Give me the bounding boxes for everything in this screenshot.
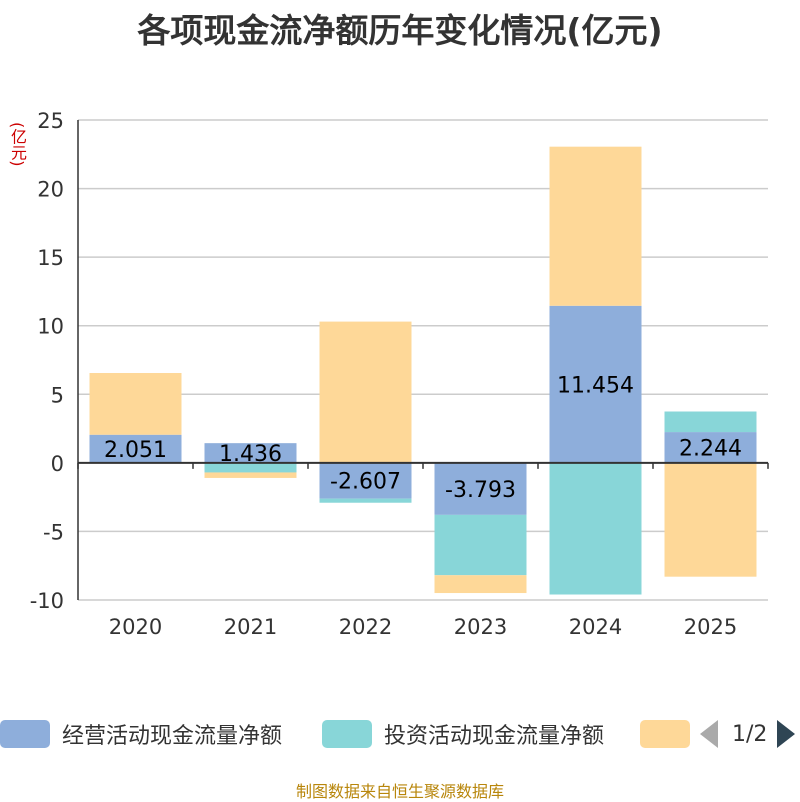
y-tick-label: 15 [37, 246, 64, 270]
x-tick-label: 2023 [454, 615, 507, 639]
data-source-note: 制图数据来自恒生聚源数据库 [295, 782, 504, 801]
x-tick-label: 2021 [224, 615, 277, 639]
bar-chart: -10-505101520252.05120201.4362021-2.6072… [30, 109, 769, 639]
x-tick-label: 2020 [109, 615, 162, 639]
y-tick-label: -5 [43, 520, 64, 544]
bar-segment [319, 462, 412, 499]
y-tick-label: 0 [51, 452, 64, 476]
x-tick-label: 2022 [339, 615, 392, 639]
x-tick-label: 2025 [684, 615, 737, 639]
data-label: -3.793 [445, 478, 516, 503]
bar-segment [549, 146, 642, 306]
legend-page-indicator: 1/2 [732, 721, 768, 747]
x-tick-label: 2024 [569, 615, 622, 639]
legend-label-operating: 经营活动现金流量净额 [62, 724, 283, 749]
legend-pager: 1/2 [700, 718, 796, 750]
legend-item-operating[interactable]: 经营活动现金流量净额 [0, 712, 282, 756]
legend-swatch-investing [322, 720, 372, 748]
legend-swatch-operating [0, 720, 50, 748]
bar-segment [319, 321, 412, 463]
y-tick-label: 10 [37, 315, 64, 339]
bar-segment [434, 462, 527, 515]
bar-segment [549, 305, 642, 463]
bar-segment [204, 443, 297, 463]
bar-segment [549, 462, 642, 595]
legend-item-financing[interactable] [640, 712, 702, 756]
y-tick-label: -10 [30, 589, 64, 613]
chart-title: 各项现金流净额历年变化情况(亿元) [137, 11, 663, 50]
y-tick-label: 25 [37, 109, 64, 133]
next-page-icon[interactable] [777, 720, 796, 748]
bar-segment [89, 434, 182, 463]
legend: 经营活动现金流量净额 投资活动现金流量净额 1/2 [0, 712, 800, 756]
y-tick-label: 5 [51, 383, 64, 407]
bar-segment [664, 432, 757, 463]
bar-segment [664, 462, 757, 577]
y-tick-label: 20 [37, 178, 64, 202]
legend-swatch-financing [640, 720, 690, 748]
data-label: 2.051 [104, 438, 167, 463]
bar-segment [434, 575, 527, 594]
bar-segment [89, 373, 182, 435]
data-label: 2.244 [679, 436, 742, 461]
data-label: -2.607 [330, 470, 401, 495]
legend-item-investing[interactable]: 投资活动现金流量净额 [322, 712, 604, 756]
data-label: 11.454 [557, 373, 634, 398]
bar-segment [204, 472, 297, 478]
bar-segment [434, 514, 527, 576]
bar-segment [319, 498, 412, 503]
y-axis-unit: (亿元) [8, 122, 27, 167]
prev-page-icon[interactable] [700, 720, 718, 748]
bar-segment [664, 411, 757, 433]
legend-label-investing: 投资活动现金流量净额 [384, 724, 605, 749]
bar-segment [204, 462, 297, 473]
